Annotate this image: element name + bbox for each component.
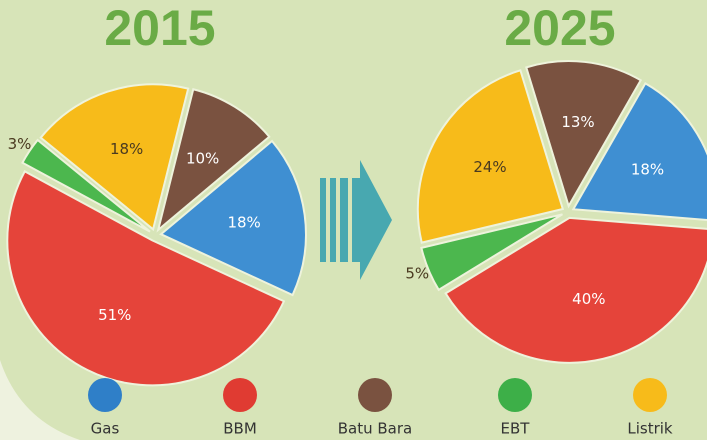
legend-icon <box>633 378 667 412</box>
corner-shade <box>0 360 80 440</box>
slice-label: 40% <box>572 290 605 308</box>
arrow <box>320 160 392 280</box>
legend-label: Batu Bara <box>338 420 412 438</box>
legend-label: EBT <box>501 420 531 438</box>
pie-slice <box>6 170 286 387</box>
slice-label: 51% <box>98 306 131 324</box>
legend-label: BBM <box>223 420 257 438</box>
slice-label: 13% <box>561 113 594 131</box>
slice-label: 5% <box>405 265 429 283</box>
pie-slice <box>444 216 707 364</box>
slice-label: 3% <box>8 135 32 153</box>
legend-icon <box>498 378 532 412</box>
slice-label: 18% <box>227 214 260 232</box>
slice-label: 24% <box>473 158 506 176</box>
slice-label: 10% <box>186 149 219 167</box>
slice-label: 18% <box>631 161 664 179</box>
pie-slice <box>159 139 307 297</box>
pie-slice <box>21 138 151 233</box>
pie-slice <box>571 82 707 221</box>
pie-slice <box>420 213 563 292</box>
chart-title: 2015 <box>104 0 215 56</box>
legend-icon <box>223 378 257 412</box>
legend-label: Listrik <box>627 420 673 438</box>
chart-title: 2025 <box>504 0 615 56</box>
legend-label: Gas <box>91 420 120 438</box>
pie-slice <box>156 88 271 233</box>
slice-label: 18% <box>110 140 143 158</box>
legend-icon <box>88 378 122 412</box>
pie-slice <box>525 60 643 209</box>
pie-slice <box>39 83 190 232</box>
pie-slice <box>416 69 565 244</box>
legend-icon <box>358 378 392 412</box>
